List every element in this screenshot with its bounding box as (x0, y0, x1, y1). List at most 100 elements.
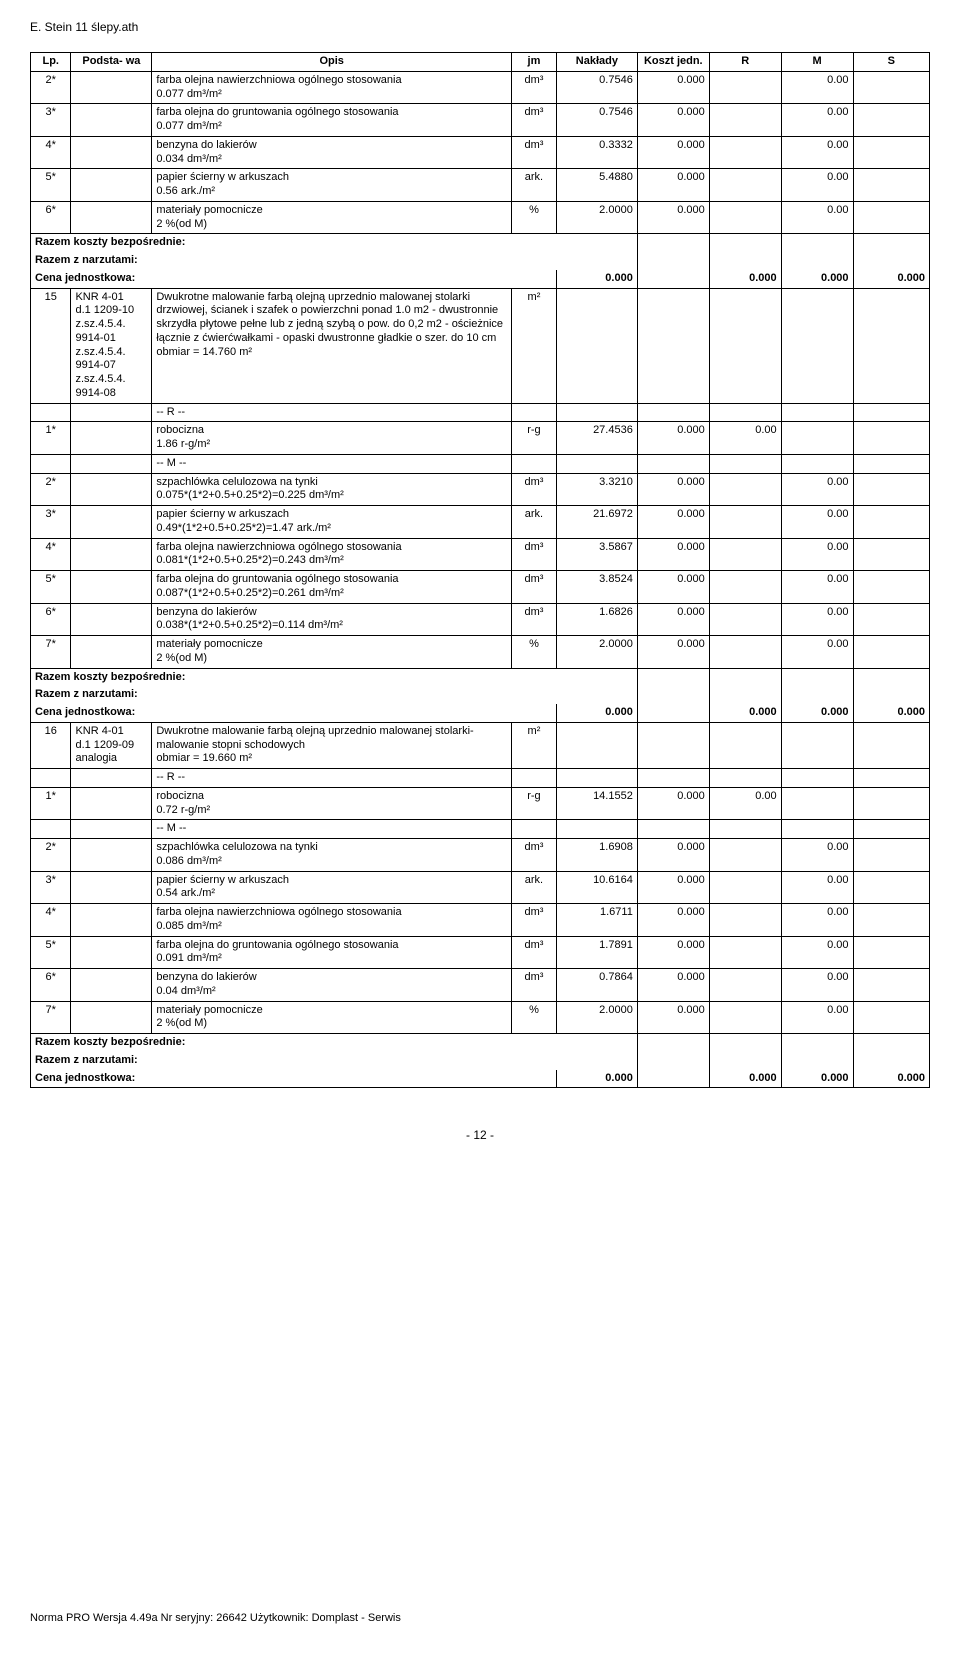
cell-s (853, 686, 929, 704)
cell-nak (556, 769, 637, 788)
cell-jm: dm³ (511, 904, 556, 937)
cell-pod (71, 104, 152, 137)
cell-pod (71, 571, 152, 604)
cell-lp: 6* (31, 969, 71, 1002)
cell-lp: 16 (31, 722, 71, 768)
cell-lp: 1* (31, 422, 71, 455)
summary-label: Razem z narzutami: (31, 1052, 638, 1070)
cell-pod (71, 969, 152, 1002)
cell-pod (71, 769, 152, 788)
cell-opis: farba olejna nawierzchniowa ogólnego sto… (152, 71, 512, 104)
table-row: 5*farba olejna do gruntowania ogólnego s… (31, 571, 930, 604)
cell-r (709, 1034, 781, 1052)
cell-jm: m² (511, 288, 556, 403)
cell-s (853, 722, 929, 768)
col-r: R (709, 53, 781, 72)
cell-m: 0.000 (781, 704, 853, 722)
cell-opis: robocizna 1.86 r-g/m² (152, 422, 512, 455)
cell-nak (556, 454, 637, 473)
table-row: 6*benzyna do lakierów 0.04 dm³/m²dm³0.78… (31, 969, 930, 1002)
cell-opis: farba olejna do gruntowania ogólnego sto… (152, 936, 512, 969)
cell-opis: papier ścierny w arkuszach 0.54 ark./m² (152, 871, 512, 904)
cell-nak: 1.6711 (556, 904, 637, 937)
cell-s (853, 234, 929, 252)
table-row: 5*papier ścierny w arkuszach 0.56 ark./m… (31, 169, 930, 202)
cell-m: 0.00 (781, 506, 853, 539)
cell-nak (556, 288, 637, 403)
cell-koszt: 0.000 (637, 201, 709, 234)
cell-r (709, 104, 781, 137)
header-row: Lp. Podsta- wa Opis jm Nakłady Koszt jed… (31, 53, 930, 72)
col-opis: Opis (152, 53, 512, 72)
cell-s (853, 538, 929, 571)
cell-r (709, 686, 781, 704)
cell-m (781, 769, 853, 788)
cell-nak: 0.7546 (556, 104, 637, 137)
cell-r: 0.000 (709, 704, 781, 722)
cell-koszt (637, 252, 709, 270)
cell-m (781, 1034, 853, 1052)
table-row: 6*benzyna do lakierów 0.038*(1*2+0.5+0.2… (31, 603, 930, 636)
cell-r (709, 1001, 781, 1034)
cell-opis: szpachlówka celulozowa na tynki 0.075*(1… (152, 473, 512, 506)
cell-jm: dm³ (511, 104, 556, 137)
cell-s (853, 136, 929, 169)
cell-opis: benzyna do lakierów 0.038*(1*2+0.5+0.25*… (152, 603, 512, 636)
cell-r (709, 936, 781, 969)
summary-label: Cena jednostkowa: (31, 704, 557, 722)
cell-koszt: 0.000 (637, 1001, 709, 1034)
cell-r (709, 538, 781, 571)
cell-nak: 0.7864 (556, 969, 637, 1002)
cell-m: 0.00 (781, 969, 853, 1002)
table-row: 4*benzyna do lakierów 0.034 dm³/m²dm³0.3… (31, 136, 930, 169)
cell-nak (556, 403, 637, 422)
cell-m (781, 1052, 853, 1070)
cell-r (709, 871, 781, 904)
cell-lp (31, 769, 71, 788)
table-row: 2*szpachlówka celulozowa na tynki 0.075*… (31, 473, 930, 506)
cell-jm: m² (511, 722, 556, 768)
cell-s (853, 871, 929, 904)
cell-nak: 3.8524 (556, 571, 637, 604)
cell-pod (71, 936, 152, 969)
cell-jm: dm³ (511, 571, 556, 604)
cell-koszt (637, 686, 709, 704)
table-row: 7*materiały pomocnicze 2 %(od M)%2.00000… (31, 636, 930, 669)
cell-opis: -- M -- (152, 454, 512, 473)
cell-koszt: 0.000 (637, 839, 709, 872)
cell-m: 0.00 (781, 839, 853, 872)
cell-r (709, 769, 781, 788)
cell-koszt: 0.000 (637, 538, 709, 571)
cell-lp: 5* (31, 571, 71, 604)
cell-nak (556, 820, 637, 839)
cell-pod (71, 787, 152, 820)
cell-opis: benzyna do lakierów 0.034 dm³/m² (152, 136, 512, 169)
cell-nak: 3.5867 (556, 538, 637, 571)
cell-koszt (637, 1070, 709, 1088)
cell-koszt: 0.000 (637, 104, 709, 137)
cell-pod (71, 506, 152, 539)
cell-lp: 6* (31, 201, 71, 234)
cell-m: 0.00 (781, 538, 853, 571)
cell-nak: 1.6908 (556, 839, 637, 872)
cell-koszt: 0.000 (637, 571, 709, 604)
cell-nak: 27.4536 (556, 422, 637, 455)
summary-row: Razem z narzutami: (31, 1052, 930, 1070)
cell-s (853, 454, 929, 473)
cell-m: 0.000 (781, 1070, 853, 1088)
cell-lp (31, 454, 71, 473)
cell-s (853, 169, 929, 202)
cell-jm: r-g (511, 422, 556, 455)
cell-nak: 0.7546 (556, 71, 637, 104)
cell-jm: % (511, 636, 556, 669)
cell-nak: 1.6826 (556, 603, 637, 636)
cell-pod (71, 473, 152, 506)
cell-m: 0.00 (781, 473, 853, 506)
cell-pod (71, 636, 152, 669)
cell-lp: 4* (31, 538, 71, 571)
cell-koszt: 0.000 (637, 636, 709, 669)
cell-opis: Dwukrotne malowanie farbą olejną uprzedn… (152, 722, 512, 768)
cell-lp (31, 820, 71, 839)
page-header: E. Stein 11 ślepy.ath (30, 20, 930, 34)
col-nak: Nakłady (556, 53, 637, 72)
